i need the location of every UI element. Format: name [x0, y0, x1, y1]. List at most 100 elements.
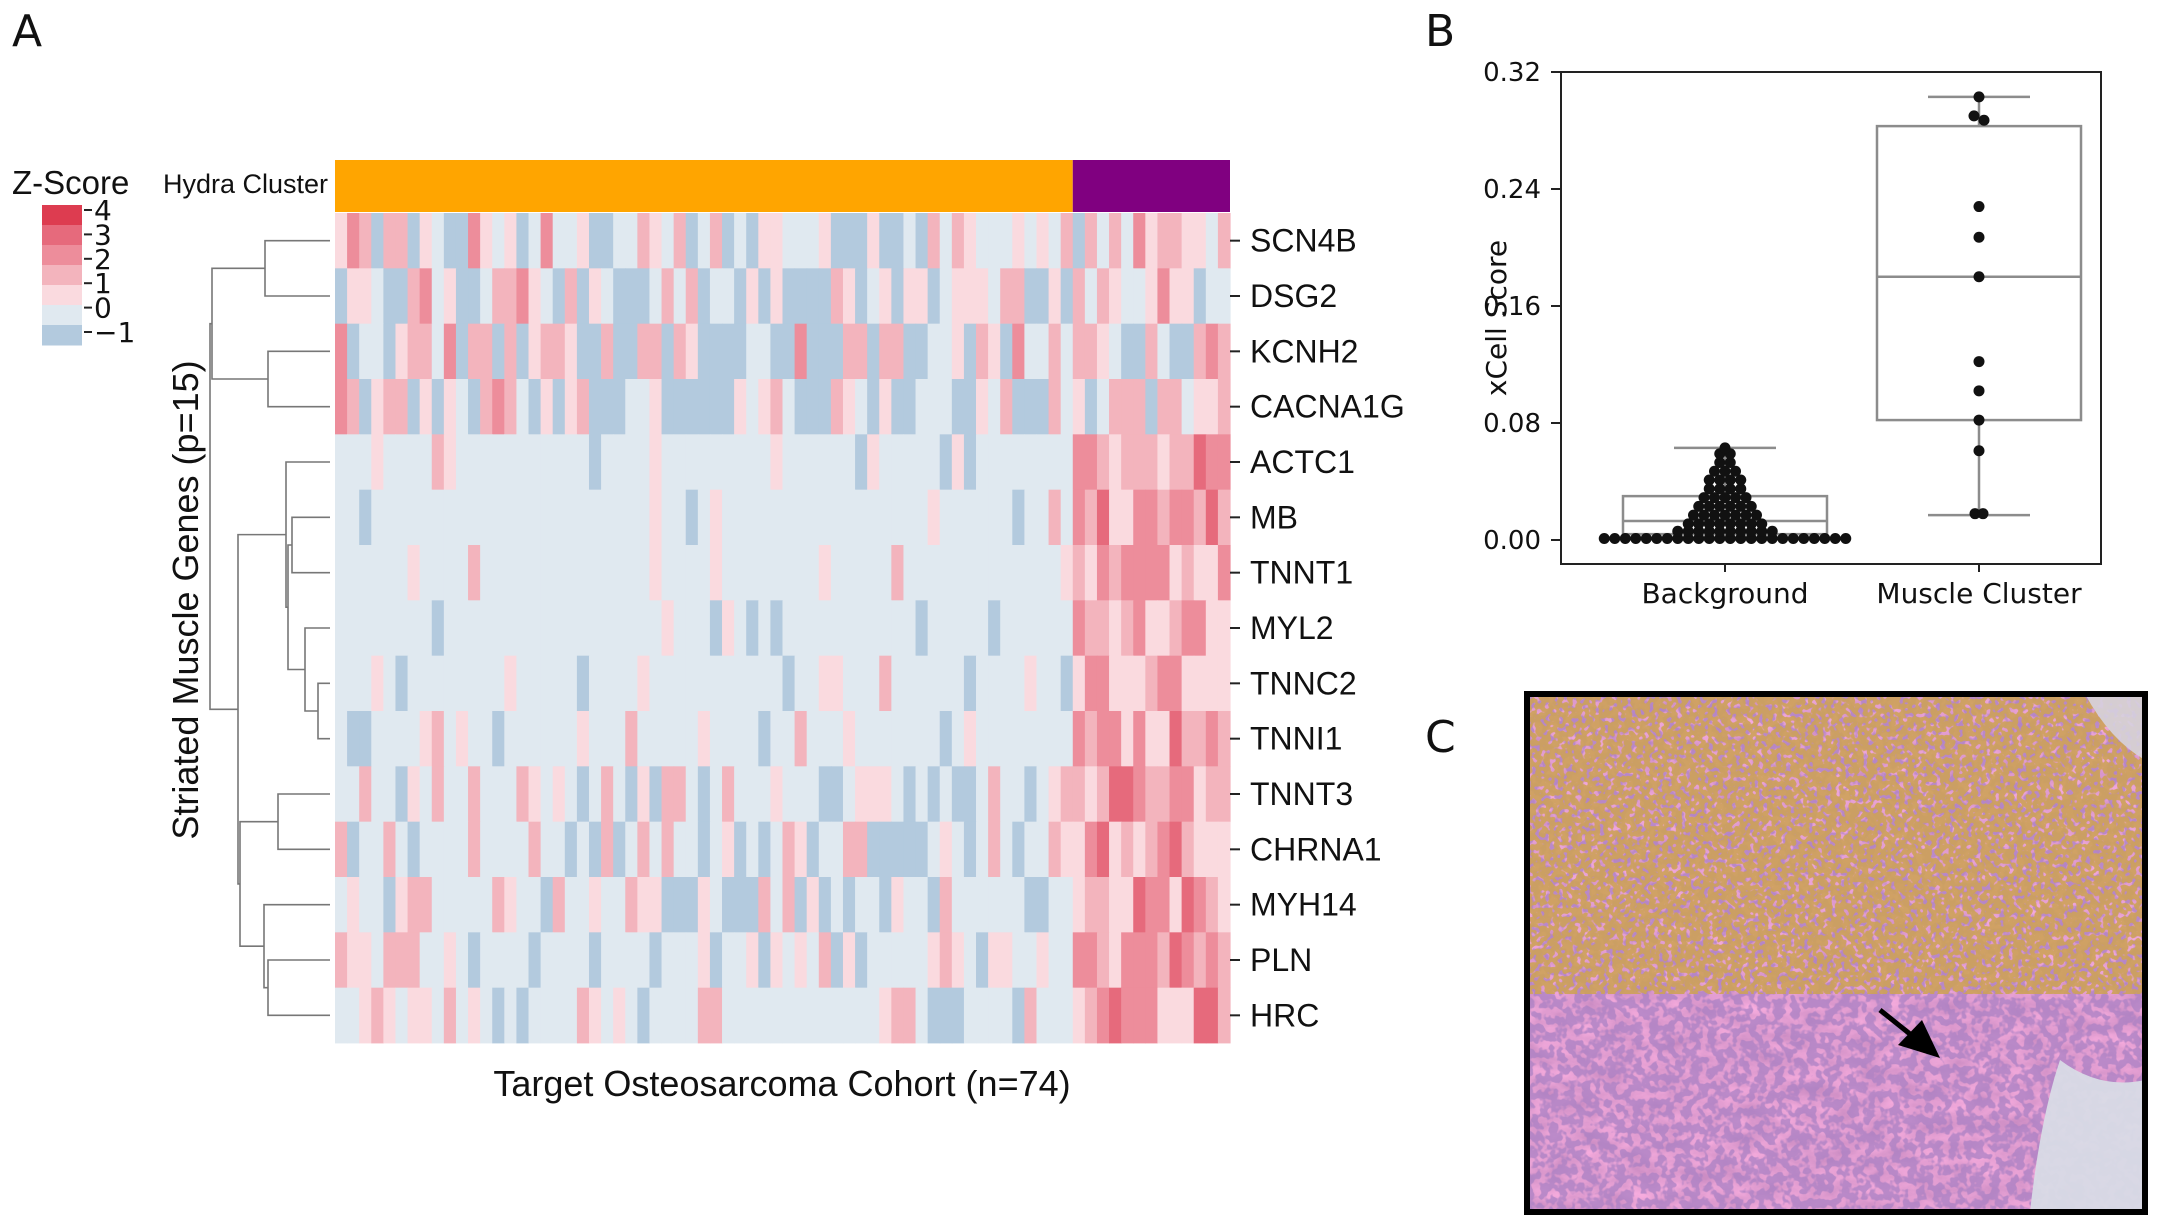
heatmap-cell — [1048, 323, 1062, 380]
heatmap-cell — [516, 268, 530, 325]
data-point — [1735, 474, 1747, 486]
heatmap-cell — [661, 655, 675, 712]
heatmap-cell — [915, 600, 929, 657]
heatmap-cell — [1036, 821, 1050, 878]
heatmap-cell — [782, 877, 796, 933]
boxplot-points — [1598, 91, 1990, 545]
heatmap-cell — [347, 821, 360, 878]
heatmap-cell — [782, 987, 796, 1044]
heatmap-cell — [1072, 489, 1086, 546]
heatmap-cell — [492, 711, 505, 767]
heatmap-cell — [1024, 932, 1038, 989]
heatmap-cell — [564, 434, 578, 491]
heatmap-cell — [552, 821, 566, 878]
heatmap-cell — [1024, 268, 1038, 325]
heatmap-cell — [1012, 213, 1025, 269]
heatmap-cell — [431, 213, 445, 269]
heatmap-cell — [347, 655, 360, 712]
heatmap-cell — [540, 545, 554, 601]
heatmap-cell — [722, 213, 735, 269]
data-point — [1719, 492, 1731, 504]
heatmap-cell — [613, 932, 626, 989]
heatmap-cell — [1169, 987, 1183, 1044]
heatmap-cell — [504, 987, 518, 1044]
heatmap-cell — [1157, 213, 1171, 269]
data-point — [1969, 508, 1981, 520]
heatmap-cell — [746, 655, 759, 712]
heatmap-cell — [758, 655, 771, 712]
heatmap-cell — [770, 932, 784, 989]
heatmap-cell — [879, 434, 892, 491]
heatmap-cell — [673, 987, 687, 1044]
heatmap-cell — [1205, 268, 1219, 325]
heatmap-cell — [1145, 766, 1159, 823]
heatmap-cell — [576, 600, 590, 657]
heatmap-cell — [842, 379, 856, 435]
heatmap-cell — [347, 323, 360, 380]
heatmap-cell — [1000, 268, 1013, 325]
heatmap-cell — [951, 932, 965, 989]
heatmap-cell — [842, 766, 856, 823]
heatmap-cell — [407, 711, 421, 767]
heatmap-cell — [552, 987, 566, 1044]
heatmap-cell — [395, 379, 409, 435]
heatmap-cell — [1109, 821, 1122, 878]
heatmap-cell — [939, 323, 953, 380]
heatmap-cell — [443, 434, 457, 491]
heatmap-cell — [1096, 323, 1110, 380]
heatmap-cell — [1012, 489, 1025, 546]
heatmap-cell — [1084, 987, 1098, 1044]
heatmap-cell — [1109, 766, 1122, 823]
heatmap-cell — [1121, 379, 1134, 435]
heatmap-cell — [1084, 821, 1098, 878]
heatmap-cell — [564, 987, 578, 1044]
heatmap-cell — [1157, 268, 1171, 325]
heatmap-cell — [794, 213, 808, 269]
heatmap-cell — [806, 987, 820, 1044]
row-label: DSG2 — [1250, 278, 1337, 314]
heatmap-cell — [588, 434, 602, 491]
heatmap-cell — [1096, 932, 1110, 989]
heatmap-cell — [443, 213, 457, 269]
heatmap-cell — [359, 821, 372, 878]
heatmap-cell — [371, 323, 384, 380]
heatmap-cell — [1036, 379, 1050, 435]
heatmap-cell — [1205, 213, 1219, 269]
heatmap-cell — [1145, 323, 1159, 380]
heatmap-cell — [818, 655, 832, 712]
heatmap-cell — [903, 932, 917, 989]
heatmap-cell — [770, 987, 784, 1044]
heatmap-cell — [649, 987, 663, 1044]
heatmap-cell — [1145, 545, 1159, 601]
heatmap-cell — [419, 600, 433, 657]
heatmap-cell — [758, 489, 771, 546]
heatmap-cell — [347, 213, 360, 269]
heatmap-cell — [770, 268, 784, 325]
heatmap-cell — [915, 545, 929, 601]
heatmap-cell — [770, 434, 784, 491]
heatmap-cell — [1205, 655, 1219, 712]
heatmap-cell — [830, 600, 844, 657]
heatmap-cell — [588, 932, 602, 989]
heatmap-cell — [1217, 821, 1231, 878]
data-point — [1698, 509, 1710, 521]
heatmap-cell — [504, 434, 518, 491]
heatmap-cell — [1048, 877, 1062, 933]
heatmap-cell — [1000, 766, 1013, 823]
heatmap-cell — [564, 766, 578, 823]
heatmap-cell — [335, 987, 348, 1044]
legend-swatch — [42, 325, 82, 346]
heatmap-cell — [637, 323, 651, 380]
heatmap-cell — [395, 600, 409, 657]
heatmap-cell — [1193, 655, 1207, 712]
heatmap-cell — [734, 213, 747, 269]
heatmap-cell — [1217, 379, 1231, 435]
heatmap-cell — [383, 987, 397, 1044]
heatmap-cell — [1205, 711, 1219, 767]
heatmap-cell — [903, 434, 917, 491]
heatmap-cell — [855, 545, 868, 601]
heatmap-cell — [383, 655, 397, 712]
heatmap-cell — [976, 600, 989, 657]
heatmap-cell — [407, 600, 421, 657]
heatmap-cell — [661, 213, 675, 269]
